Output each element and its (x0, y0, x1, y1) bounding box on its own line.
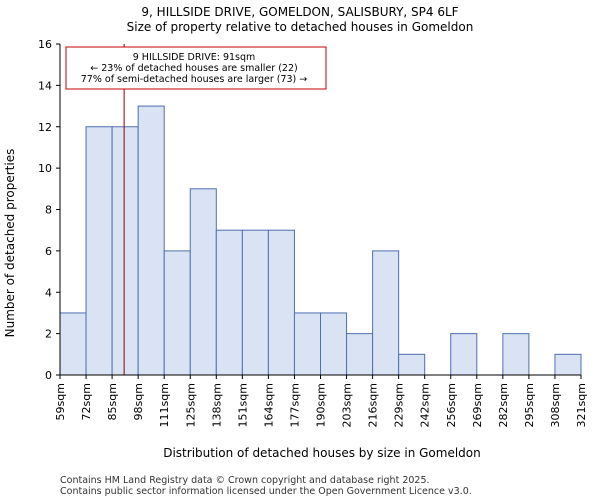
bar-164sqm (267, 229, 295, 376)
bar-282sqm (502, 333, 530, 376)
y-tick-label: 14 (38, 79, 52, 92)
x-tick-label: 321sqm (575, 383, 588, 427)
bar-85sqm (111, 126, 139, 376)
footer-line-2: Contains public sector information licen… (60, 486, 472, 497)
x-ticks-group: 59sqm 72sqm 85sqm 98sqm 111sqm 125sqm 138sqm 15… (54, 375, 588, 427)
annotation-border (65, 46, 327, 90)
annotation-box: 9 HILLSIDE DRIVE: 91sqm ← 23% of detache… (65, 46, 327, 90)
bar-111sqm (163, 250, 191, 376)
x-tick-label: 164sqm (262, 383, 275, 427)
x-tick-label: 59sqm (54, 383, 67, 420)
x-tick-label: 203sqm (341, 383, 354, 427)
x-tick-label: 72sqm (80, 383, 93, 420)
x-tick-label: 269sqm (471, 383, 484, 427)
x-tick-label: 282sqm (497, 383, 510, 427)
annotation-line-1: 9 HILLSIDE DRIVE: 91sqm (133, 52, 256, 63)
annotation-line-3: 77% of semi-detached houses are larger (… (81, 74, 308, 85)
x-tick-label: 216sqm (367, 383, 380, 427)
x-tick-label: 242sqm (419, 383, 432, 427)
bar-151sqm (241, 229, 269, 376)
x-tick-label: 177sqm (288, 383, 301, 427)
y-tick-label: 10 (38, 162, 52, 175)
y-tick-label: 12 (38, 121, 52, 134)
footer-line-1: Contains HM Land Registry data © Crown c… (60, 475, 430, 486)
x-tick-label: 229sqm (393, 383, 406, 427)
chart-title: 9, HILLSIDE DRIVE, GOMELDON, SALISBURY, … (141, 5, 458, 19)
y-tick-label: 0 (45, 369, 52, 382)
x-tick-label: 138sqm (210, 383, 223, 427)
x-tick-label: 151sqm (236, 383, 249, 427)
y-tick-label: 8 (45, 204, 52, 217)
x-tick-label: 295sqm (523, 383, 536, 427)
bar-256sqm (450, 333, 478, 376)
y-tick-label: 4 (45, 286, 52, 299)
bar-216sqm (372, 250, 400, 376)
x-tick-label: 111sqm (158, 383, 171, 427)
chart-subtitle: Size of property relative to detached ho… (127, 20, 474, 34)
x-tick-label: 190sqm (315, 383, 328, 427)
bar-125sqm (189, 188, 217, 376)
bar-72sqm (85, 126, 113, 376)
y-ticks-group: 0 2 4 6 8 10 12 14 16 (38, 38, 60, 382)
x-tick-label: 308sqm (549, 383, 562, 427)
y-tick-label: 6 (45, 245, 52, 258)
x-tick-label: 256sqm (445, 383, 458, 427)
y-tick-label: 2 (45, 328, 52, 341)
bar-98sqm (137, 105, 165, 376)
bar-138sqm (215, 229, 243, 376)
bar-177sqm (293, 312, 322, 376)
x-tick-label: 85sqm (106, 383, 119, 420)
y-tick-label: 16 (38, 38, 52, 51)
bar-190sqm (320, 312, 348, 376)
x-tick-label: 98sqm (132, 383, 145, 420)
bar-203sqm (346, 333, 374, 376)
x-tick-label: 125sqm (184, 383, 197, 427)
bars-group (59, 105, 582, 376)
bar-59sqm (59, 312, 87, 376)
annotation-line-2: ← 23% of detached houses are smaller (22… (90, 63, 297, 74)
bar-229sqm (398, 353, 426, 376)
y-axis-label: Number of detached properties (3, 149, 17, 338)
x-axis-label: Distribution of detached houses by size … (163, 446, 481, 460)
bar-308sqm (554, 353, 582, 376)
